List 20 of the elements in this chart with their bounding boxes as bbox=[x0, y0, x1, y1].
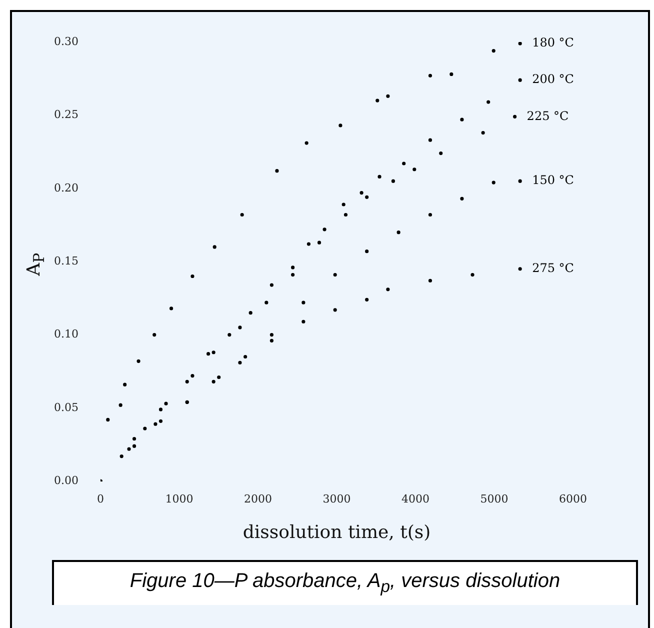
x-tick-label: 4000 bbox=[401, 492, 430, 506]
x-tick-label: 1000 bbox=[165, 492, 194, 506]
y-tick-label: 0.30 bbox=[54, 34, 78, 48]
y-tick-label: 0.10 bbox=[54, 328, 78, 341]
x-tick-label: 0 bbox=[96, 492, 104, 506]
text: 225 °C bbox=[526, 108, 569, 123]
y-tick-label: 0.15 bbox=[54, 254, 78, 268]
text: 275 °C bbox=[532, 261, 574, 276]
text: 200 °C bbox=[532, 72, 574, 86]
x-tick-label: 6000 bbox=[559, 492, 587, 506]
x-tick-label: 2000 bbox=[244, 492, 272, 506]
x-tick-label: 3000 bbox=[322, 492, 351, 506]
y-tick-label: 0.05 bbox=[54, 400, 78, 414]
y-tick-label: 0.20 bbox=[54, 181, 78, 194]
text: 180 °C bbox=[532, 36, 574, 50]
x-tick-label: 5000 bbox=[480, 492, 508, 506]
text: 150 °C bbox=[532, 173, 574, 188]
x-axis-title: dissolution time, t(s) bbox=[242, 522, 431, 543]
y-tick-label: 0.25 bbox=[54, 108, 78, 122]
y-tick-label: 0.00 bbox=[54, 474, 78, 488]
